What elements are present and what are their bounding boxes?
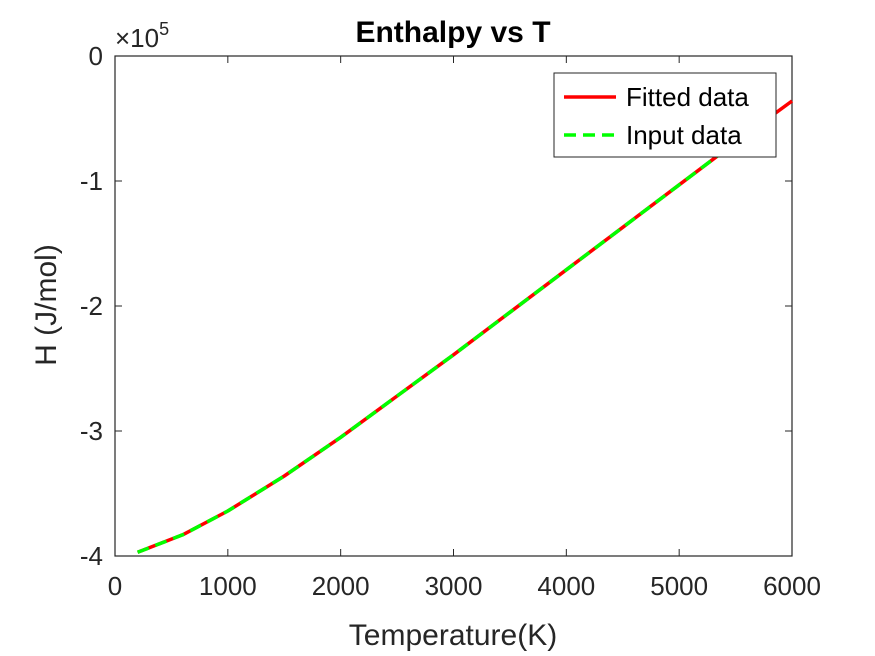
x-tick-label: 6000: [763, 571, 821, 601]
series-lines: [136, 99, 794, 554]
y-tick-label: 0: [89, 41, 103, 71]
y-axis-label: H (J/mol): [30, 244, 63, 366]
y-tick-label: -1: [80, 166, 103, 196]
x-tick-label: 1000: [199, 571, 257, 601]
y-exponent-base: ×10: [115, 23, 159, 53]
y-exponent-label: ×105: [115, 19, 169, 53]
x-tick-label: 0: [108, 571, 122, 601]
chart-title: Enthalpy vs T: [355, 16, 550, 49]
y-tick-label: -2: [80, 291, 103, 321]
x-tick-label: 3000: [425, 571, 483, 601]
x-axis-label: Temperature(K): [349, 619, 557, 652]
y-exponent-power: 5: [159, 19, 169, 39]
series-line-input-data: [136, 140, 737, 554]
x-tick-label: 5000: [650, 571, 708, 601]
x-tick-label: 2000: [312, 571, 370, 601]
legend-entry: Input data: [626, 120, 742, 150]
legend-entry: Fitted data: [626, 82, 749, 112]
y-tick-label: -4: [80, 541, 103, 571]
x-tick-label: 4000: [537, 571, 595, 601]
legend-box: [553, 72, 777, 158]
legend: Fitted data Input data: [553, 72, 777, 158]
y-tick-label: -3: [80, 416, 103, 446]
y-axis-ticks: 0 -1 -2 -3 -4: [80, 41, 792, 571]
x-axis-ticks: 0 1000 2000 3000 4000 5000 6000: [108, 56, 821, 601]
